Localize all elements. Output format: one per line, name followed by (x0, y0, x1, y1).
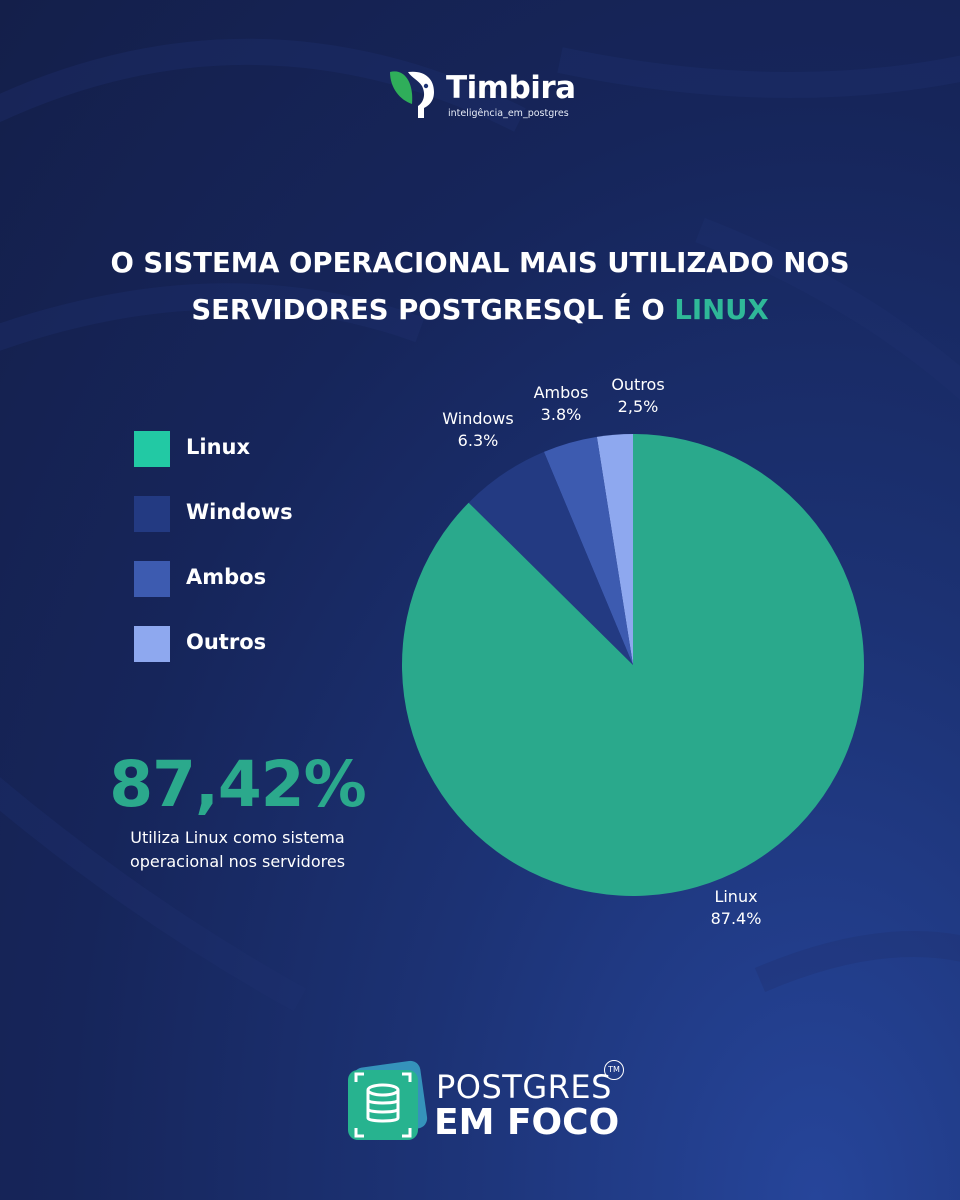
brand-tagline: inteligência_em_postgres (448, 108, 569, 119)
pie-label-value-outros: 2,5% (618, 397, 659, 416)
legend-label-windows: Windows (186, 500, 293, 524)
pie-label-value-ambos: 3.8% (541, 405, 582, 424)
pie-slice-windows (468, 451, 633, 665)
legend-label-linux: Linux (186, 435, 251, 459)
legend-swatch-outros (134, 626, 170, 662)
footer-line-1: POSTGRES (436, 1068, 612, 1106)
postgres-em-foco-logo: POSTGRES EM FOCO TM (346, 1060, 636, 1144)
legend-item-outros: Outros (134, 626, 394, 664)
legend-swatch-linux (134, 431, 170, 467)
trademark-badge: TM (604, 1060, 624, 1080)
stat-value: 87,42% (109, 748, 366, 821)
database-icon (348, 1060, 428, 1140)
pie-label-name-outros: Outros (611, 375, 664, 394)
legend-label-outros: Outros (186, 630, 267, 654)
legend-swatch-windows (134, 496, 170, 532)
timbira-logo: Timbira inteligência_em_postgres (384, 64, 584, 124)
pie-slice-outros (596, 434, 633, 665)
page-title: O SISTEMA OPERACIONAL MAIS UTILIZADO NOS… (60, 240, 900, 334)
legend-item-ambos: Ambos (134, 561, 394, 599)
pie-slice-linux (402, 434, 865, 897)
elephant-leaf-icon (390, 71, 434, 118)
title-line-2-prefix: SERVIDORES POSTGRESQL É O (191, 294, 675, 326)
legend-item-windows: Windows (134, 496, 394, 534)
title-line-2: SERVIDORES POSTGRESQL É O LINUX (60, 287, 900, 334)
stat-caption: Utiliza Linux como sistema operacional n… (129, 828, 346, 871)
legend-swatch-ambos (134, 561, 170, 597)
pie-slice-ambos (543, 436, 633, 665)
pie-label-name-ambos: Ambos (534, 383, 589, 402)
legend-label-ambos: Ambos (186, 565, 267, 589)
title-line-1: O SISTEMA OPERACIONAL MAIS UTILIZADO NOS (110, 247, 850, 279)
brand-name: Timbira (446, 70, 576, 106)
title-highlight: LINUX (674, 294, 769, 326)
pie-label-value-linux: 87.4% (711, 909, 762, 928)
pie-label-value-windows: 6.3% (458, 431, 499, 450)
footer-line-2: EM FOCO (434, 1102, 620, 1143)
legend-item-linux: Linux (134, 431, 394, 469)
pie-label-name-windows: Windows (442, 409, 513, 428)
pie-label-name-linux: Linux (714, 887, 757, 906)
